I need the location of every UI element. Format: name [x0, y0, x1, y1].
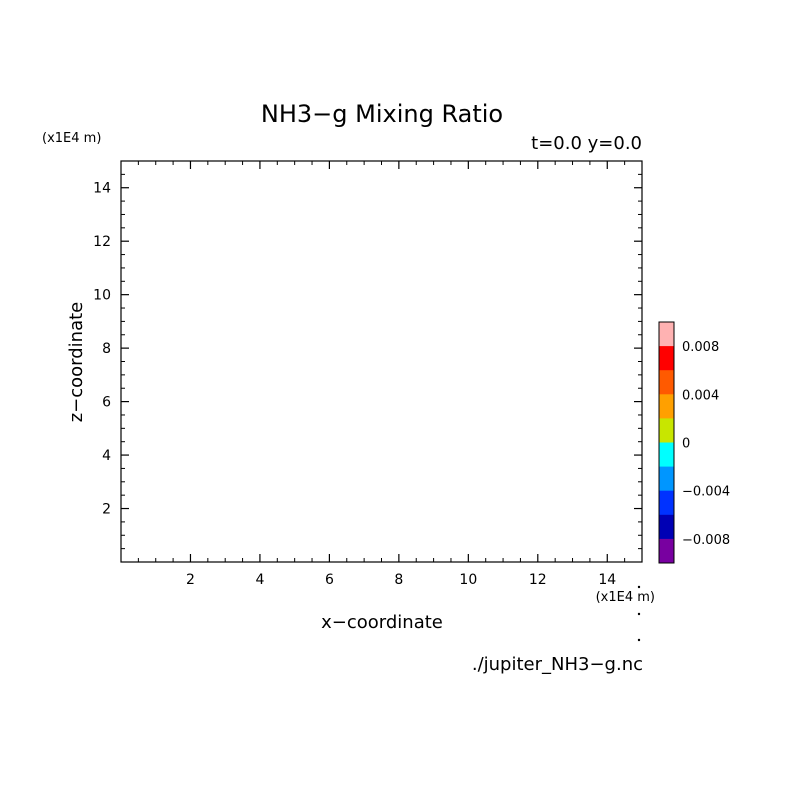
y-axis-label: z−coordinate: [66, 302, 87, 423]
x-tick-label: 10: [459, 572, 477, 588]
x-tick-label: 4: [255, 572, 264, 588]
colorbar-segment: [659, 514, 674, 540]
colorbar-frame: [658, 321, 675, 564]
source-file-label: ./jupiter_NH3−g.nc: [472, 654, 643, 675]
stray-dot: [637, 585, 641, 589]
y-tick-label: 12: [93, 234, 111, 250]
colorbar-segment: [659, 490, 674, 516]
y-tick-label: 14: [93, 181, 111, 197]
chart-title: NH3−g Mixing Ratio: [261, 100, 503, 128]
y-tick-label: 4: [102, 448, 111, 464]
stray-dot: [637, 612, 641, 616]
stray-dots: [637, 585, 641, 642]
colorbar: 0.008 0.004 0 −0.004 −0.008: [658, 321, 730, 564]
x-tick-label: 12: [529, 572, 547, 588]
plot-area: 2 4 6 8 10 12 14 2 4 6 8 10 12 14: [93, 160, 643, 588]
colorbar-segment: [659, 394, 674, 419]
x-tick-label: 14: [598, 572, 616, 588]
chart-subtitle: t=0.0 y=0.0: [531, 133, 642, 154]
x-tick-label: 6: [325, 572, 334, 588]
y-tick-label: 10: [93, 288, 111, 304]
y-tick-label: 8: [102, 341, 111, 357]
colorbar-segment: [659, 466, 674, 492]
colorbar-segment: [659, 346, 674, 371]
stray-dot: [637, 638, 641, 642]
y-axis-ticks: 2 4 6 8 10 12 14: [93, 173, 642, 550]
x-tick-label: 2: [186, 572, 195, 588]
colorbar-tick-label: −0.008: [682, 533, 730, 548]
x-axis-label: x−coordinate: [321, 612, 443, 633]
colorbar-tick-label: −0.004: [682, 485, 730, 500]
colorbar-tick-label: 0: [682, 437, 690, 452]
colorbar-segment: [659, 322, 674, 347]
z-axis-unit: (x1E4 m): [42, 131, 101, 146]
colorbar-segment: [659, 538, 674, 564]
y-tick-label: 2: [102, 502, 111, 518]
x-axis-ticks: 2 4 6 8 10 12 14: [137, 161, 626, 588]
colorbar-tick-label: 0.008: [682, 340, 719, 355]
colorbar-tick-label: 0.004: [682, 388, 719, 403]
x-tick-label: 8: [394, 572, 403, 588]
y-tick-label: 6: [102, 395, 111, 411]
colorbar-segment: [659, 370, 674, 395]
x-axis-unit: (x1E4 m): [596, 590, 655, 605]
colorbar-segment: [659, 418, 674, 443]
colorbar-segment: [659, 442, 674, 467]
